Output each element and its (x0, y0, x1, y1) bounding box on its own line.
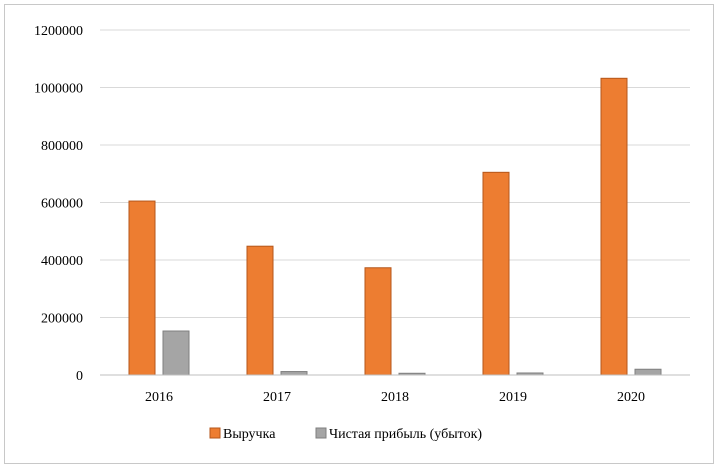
bars (128, 77, 662, 376)
legend: Выручка Чистая прибыль (убыток) (209, 427, 482, 442)
x-tick-label: 2017 (263, 390, 291, 405)
y-tick-label: 1200000 (34, 24, 83, 39)
bar-net-profit-2016 (162, 330, 190, 376)
bar-revenue-2020 (600, 77, 628, 376)
y-tick-label: 200000 (41, 312, 83, 327)
x-tick-label: 2020 (617, 390, 645, 405)
x-tick-label: 2016 (145, 390, 173, 405)
gridlines (100, 29, 690, 318)
y-tick-label: 400000 (41, 254, 83, 269)
bar-revenue-2019 (482, 171, 510, 376)
bar-revenue-2017 (246, 245, 274, 376)
bar-net-profit-2020 (634, 368, 662, 376)
bar-revenue-2016 (128, 200, 156, 376)
y-tick-label: 1000000 (34, 82, 83, 97)
bar-revenue-2018 (364, 267, 392, 376)
y-axis-tick-labels: 0 200000 400000 600000 800000 1000000 1200000 (34, 24, 83, 384)
y-tick-label: 800000 (41, 139, 83, 154)
x-tick-label: 2019 (499, 390, 527, 405)
y-tick-label: 0 (76, 369, 83, 384)
legend-label-net-profit: Чистая прибыль (убыток) (329, 427, 482, 442)
x-tick-label: 2018 (381, 390, 409, 405)
y-tick-label: 600000 (41, 197, 83, 212)
bar-net-profit-2017 (280, 371, 308, 376)
legend-swatch-net-profit (315, 427, 327, 439)
legend-swatch-revenue (209, 427, 221, 439)
chart-frame (4, 4, 714, 464)
x-axis-tick-labels: 2016 2017 2018 2019 2020 (145, 390, 645, 405)
legend-label-revenue: Выручка (223, 427, 276, 442)
